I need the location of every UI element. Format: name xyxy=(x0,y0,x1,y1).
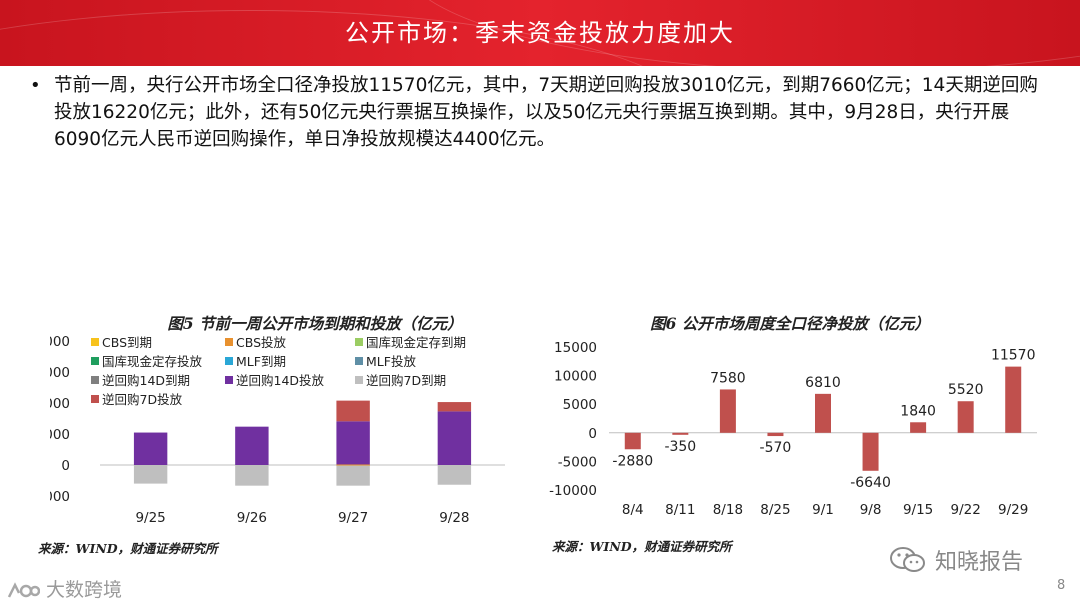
legend-label: MLF投放 xyxy=(366,354,416,369)
bar xyxy=(910,422,927,433)
bar xyxy=(1005,366,1022,433)
bar-segment xyxy=(133,465,168,484)
legend-swatch xyxy=(91,395,99,403)
header-banner: 公开市场：季末资金投放力度加大 xyxy=(0,0,1080,66)
dashuju-logo-icon xyxy=(6,580,41,602)
data-label: 11570 xyxy=(991,348,1036,364)
legend-swatch xyxy=(355,376,363,384)
watermark-left: 大数跨境 xyxy=(6,575,122,602)
bar-segment xyxy=(336,421,370,465)
x-tick-label: 9/8 xyxy=(860,502,882,518)
legend-swatch xyxy=(91,357,99,365)
bar xyxy=(672,432,689,435)
y-tick-label: -10000 xyxy=(549,483,597,499)
data-label: 7580 xyxy=(710,370,746,386)
legend-swatch xyxy=(225,338,233,346)
legend-label: CBS投放 xyxy=(236,335,287,350)
x-tick-label: 8/4 xyxy=(622,502,644,518)
x-tick-label: 8/11 xyxy=(665,502,695,518)
watermark-right-text: 知晓报告 xyxy=(935,550,1024,575)
page-title: 公开市场：季末资金投放力度加大 xyxy=(345,19,735,47)
legend-label: 逆回购14D投放 xyxy=(236,373,325,388)
bar xyxy=(815,393,831,433)
x-tick-label: 9/27 xyxy=(338,510,368,526)
x-tick-label: 9/22 xyxy=(951,502,981,518)
legend-label: MLF到期 xyxy=(236,354,286,369)
y-tick-label: -5000 xyxy=(558,454,597,470)
chart6-title: 图6 公开市场周度全口径净投放（亿元） xyxy=(650,314,930,333)
chart6-source: 来源：WIND，财通证券研究所 xyxy=(552,539,732,554)
x-tick-label: 9/15 xyxy=(903,502,933,518)
legend-swatch xyxy=(355,357,363,365)
x-tick-label: 9/1 xyxy=(812,502,834,518)
x-tick-label: 8/25 xyxy=(760,502,790,518)
bullet-dot-icon: • xyxy=(30,75,41,96)
x-tick-label: 9/25 xyxy=(135,510,165,526)
legend-label: 国库现金定存到期 xyxy=(366,335,466,350)
y-tick-label: 10000 xyxy=(554,369,597,385)
watermark-left-text: 大数跨境 xyxy=(46,579,123,601)
data-label: 6810 xyxy=(805,375,841,391)
bar-segment xyxy=(336,400,370,422)
bar-segment xyxy=(437,465,472,485)
legend-swatch xyxy=(355,338,363,346)
wechat-logo-icon xyxy=(888,545,928,581)
data-label: 5520 xyxy=(948,382,984,398)
bar xyxy=(862,432,879,471)
chart5-source: 来源：WIND，财通证券研究所 xyxy=(38,541,218,556)
data-label: -2880 xyxy=(612,453,653,469)
x-tick-label: 9/29 xyxy=(998,502,1028,518)
y-tick-label: 12000 xyxy=(50,334,70,350)
y-tick-label: 6000 xyxy=(50,396,70,412)
legend-label: 国库现金定存投放 xyxy=(102,354,203,369)
bar-segment xyxy=(336,465,370,466)
y-tick-label: 15000 xyxy=(554,340,597,356)
data-label: -6640 xyxy=(850,475,891,491)
bar-segment xyxy=(437,411,472,465)
legend-label: CBS到期 xyxy=(102,335,152,350)
y-tick-label: 0 xyxy=(61,458,70,474)
legend-swatch xyxy=(91,338,99,346)
bar-segment xyxy=(133,432,168,465)
x-tick-label: 9/28 xyxy=(439,510,469,526)
y-tick-label: 3000 xyxy=(50,427,70,443)
legend-swatch xyxy=(91,376,99,384)
x-tick-label: 8/18 xyxy=(713,502,743,518)
page-number: 8 xyxy=(1057,578,1066,593)
y-tick-label: -3000 xyxy=(50,489,70,505)
data-label: -350 xyxy=(664,439,696,455)
bar-segment xyxy=(336,465,370,486)
bar xyxy=(957,401,974,433)
bar xyxy=(624,432,641,450)
watermark-right: 知晓报告 xyxy=(888,544,1023,581)
legend-swatch xyxy=(225,376,233,384)
bar xyxy=(719,389,736,433)
legend-label: 逆回购14D到期 xyxy=(102,373,190,388)
data-label: 1840 xyxy=(900,403,936,419)
y-tick-label: 9000 xyxy=(50,365,70,381)
legend-swatch xyxy=(225,357,233,365)
chart5-title: 图5 节前一周公开市场到期和投放（亿元） xyxy=(167,314,463,333)
data-label: -570 xyxy=(760,440,792,456)
y-tick-label: 0 xyxy=(588,426,597,442)
bar-segment xyxy=(235,426,269,465)
bar-segment xyxy=(336,464,370,466)
y-tick-label: 5000 xyxy=(563,397,597,413)
bar-segment xyxy=(437,402,472,412)
summary-text: 节前一周，央行公开市场全口径净投放11570亿元，其中，7天期逆回购投放3010… xyxy=(54,75,1038,150)
summary-bullet: • 节前一周，央行公开市场全口径净投放11570亿元，其中，7天期逆回购投放30… xyxy=(30,72,1050,153)
bar xyxy=(767,432,784,437)
chart5-stacked-bar: 12000 9000 6000 3000 0 -3000 9/25 9/26 9/27 9/28 C… xyxy=(50,334,505,526)
legend-label: 逆回购7D到期 xyxy=(366,373,446,388)
legend-label: 逆回购7D投放 xyxy=(102,392,183,407)
chart6-net-injection-bar: 15000 10000 5000 0 -5000 -10000 -2880 8/4 -350 8/… xyxy=(549,340,1037,518)
x-tick-label: 9/26 xyxy=(237,510,267,526)
bar-segment xyxy=(235,465,269,486)
